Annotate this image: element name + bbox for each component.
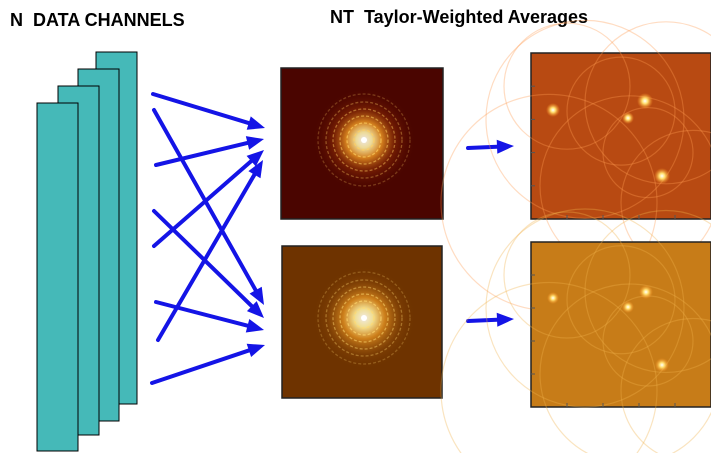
sky-image-bottom [440,208,711,453]
sky-bottom-arcs [440,208,711,453]
arrow-ch2-to-psf-bottom [152,209,264,318]
sky-bottom-arc-2 [584,209,711,374]
arrow-group [150,92,514,385]
psf-top-ring-5 [325,101,403,179]
sky-top-arcs [440,19,711,311]
sky-top-arc-1 [485,19,685,220]
psf-bottom-ring-6 [317,271,411,365]
arrow-ch1-to-psf-bottom [152,108,264,305]
sky-bottom-arc-4 [440,281,658,453]
arrow-psf-bottom-to-sky-bottom [466,312,514,327]
sky-bottom-arc-1 [485,208,685,408]
psf-bottom-ring-1 [353,307,375,329]
sky-bottom-arc-6 [566,245,676,355]
psf-top-ring-2 [346,122,382,158]
psf-bottom-ring-4 [332,286,396,350]
arrow-ch4-to-psf-top [156,160,263,342]
psf-bottom-ring-2 [346,300,382,336]
arrow-psf-top-to-sky-top [466,139,514,154]
psf-bottom-ring-3 [339,293,389,343]
psf-image-top [280,67,444,220]
channel-stack [36,51,138,452]
arrow-ch3-to-psf-top [152,150,264,248]
sky-top-arc-2 [584,21,711,185]
channel-panel-1 [36,102,79,452]
sky-bottom-arc-5 [620,317,711,453]
psf-top-rings [317,93,411,187]
sky-top-arc-6 [566,56,676,166]
psf-bottom-rings [317,271,411,365]
sky-axis-ticks [531,85,676,407]
arrow-ch2-to-psf-top [154,136,264,167]
data-channels-title: N DATA CHANNELS [10,10,185,30]
arrow-ch3-to-psf-bottom [154,300,264,333]
arrow-ch1-to-psf-top [151,92,265,130]
psf-top-ring-1 [353,129,375,151]
psf-top-ring-3 [339,115,389,165]
psf-image-bottom [281,245,443,399]
sky-image-top [440,19,711,311]
psf-bottom-ring-5 [325,279,403,357]
sky-top-arc-7 [503,22,631,150]
sky-bottom-arc-3 [539,283,711,453]
sky-bottom-arc-7 [503,211,631,339]
psf-top-ring-6 [317,93,411,187]
psf-top-ring-4 [332,108,396,172]
arrow-ch4-to-psf-bottom [150,343,265,385]
taylor-averages-title: NT Taylor-Weighted Averages [330,7,589,27]
